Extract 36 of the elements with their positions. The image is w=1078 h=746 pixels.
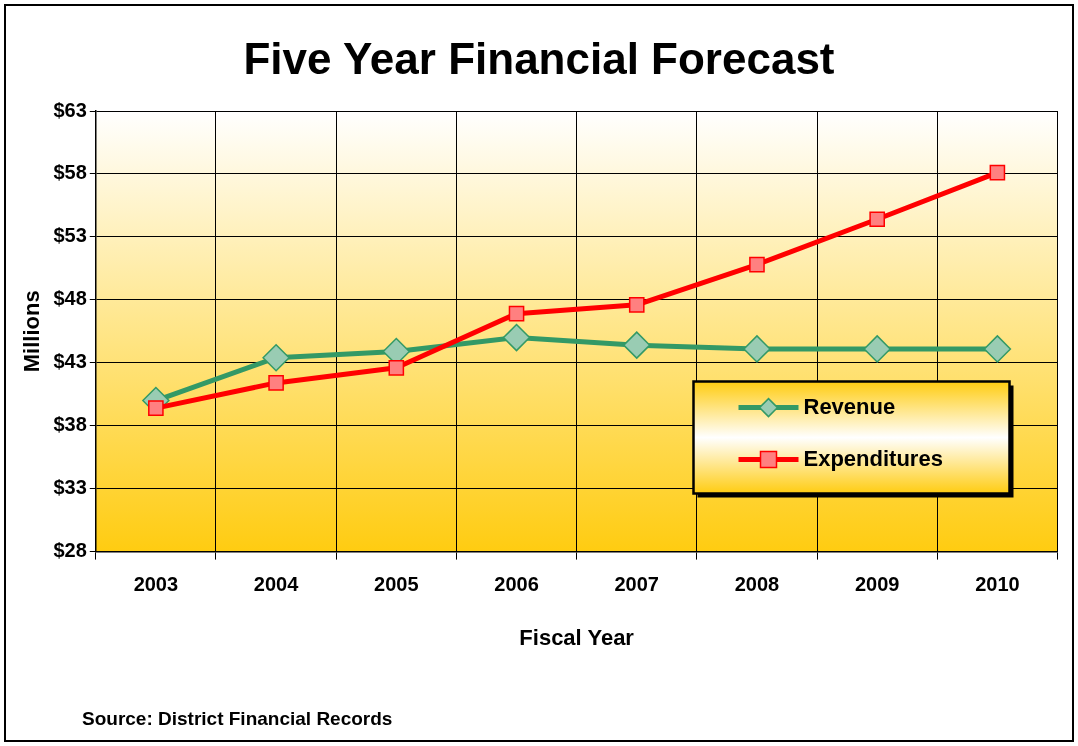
y-tick-label: $48 [53,287,87,310]
legend-label: Revenue [803,393,896,419]
point [989,164,1006,181]
point [749,256,765,273]
y-tick-label: $43 [53,350,87,373]
point [983,335,1012,363]
point [622,331,651,359]
y-axis-title: Millions [19,290,45,373]
y-tick-label: $53 [53,224,87,247]
point [863,335,891,363]
x-tick-label: 2005 [374,573,419,596]
point [262,343,290,372]
source-note: Source: District Financial Records [82,708,393,730]
x-tick-label: 2004 [253,573,300,596]
x-tick-label: 2003 [133,573,179,596]
y-tick-label: $38 [53,413,87,436]
y-tick-label: $58 [53,161,87,184]
point [628,297,645,313]
point [388,359,405,376]
y-tick-label: $28 [53,539,87,562]
point [148,400,164,416]
x-tick-label: 2010 [975,573,1020,596]
x-axis-title: Fiscal Year [519,624,635,650]
x-tick-label: 2006 [494,573,539,596]
point [508,305,525,322]
x-tick-label: 2008 [734,573,780,596]
y-tick-label: $33 [53,476,87,499]
x-tick-label: 2009 [854,573,900,596]
point [268,375,284,391]
legend-label: Expenditures [803,445,943,471]
y-tick-label: $63 [53,98,87,121]
x-tick-label: 2007 [614,573,659,596]
chart-title: Five Year Financial Forecast [242,34,836,84]
point [869,211,885,228]
point [743,335,771,363]
point [502,323,531,352]
